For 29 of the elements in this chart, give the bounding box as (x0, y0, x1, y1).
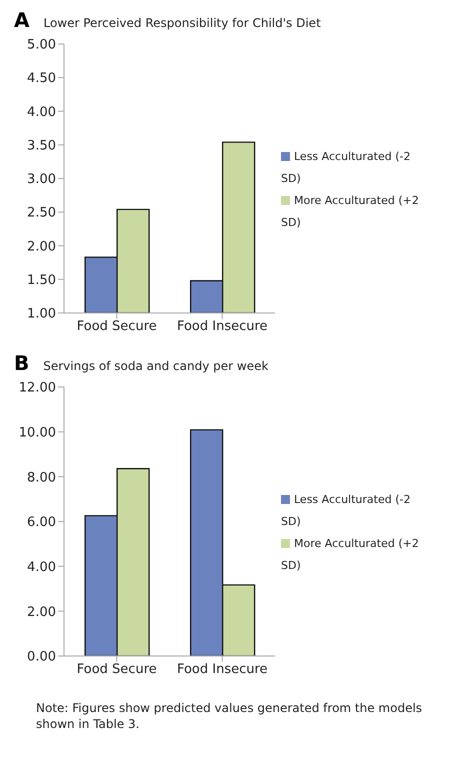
y-tick-label: 10.00 (18, 425, 56, 440)
chart-title: B (14, 351, 30, 375)
text: Note: Figures show predicted values generated from the models shown in Table 3. (36, 700, 424, 732)
x-tick-label: Food Secure (76, 319, 157, 334)
y-tick-label: 3.50 (27, 138, 56, 154)
chart-subtitle: Lower Perceived Responsibility for Child's Diet (43, 16, 321, 30)
y-tick-label: 1.00 (27, 306, 56, 322)
chart-subtitle: Servings of soda and candy per week (43, 359, 268, 373)
y-tick-label: 5.00 (27, 38, 56, 53)
legend-label: More Acculturated (+2 SD) (281, 194, 419, 228)
y-tick-label: 2.00 (27, 604, 56, 620)
y-tick-label: 2.50 (27, 206, 56, 221)
x-tick-label: Food Secure (76, 662, 157, 678)
y-tick-label: 4.00 (27, 560, 56, 575)
y-tick-label: 12.00 (18, 380, 56, 396)
x-tick-label: Food Insecure (176, 319, 268, 334)
y-tick-label: 3.00 (27, 172, 56, 188)
y-tick-label: 2.00 (27, 239, 56, 254)
legend-label: More Acculturated (+2 SD) (281, 536, 419, 572)
y-tick-label: 4.00 (27, 104, 56, 120)
y-tick-label: 1.50 (27, 272, 56, 288)
legend-label: Less Acculturated (-2 SD) (281, 150, 410, 184)
y-tick-label: 6.00 (27, 515, 56, 530)
y-tick-label: 0.00 (27, 650, 56, 665)
y-tick-label: 4.50 (27, 71, 56, 86)
x-tick-label: Food Insecure (176, 662, 268, 678)
legend-label: Less Acculturated (-2 SD) (281, 492, 410, 528)
y-tick-label: 8.00 (27, 470, 56, 486)
chart-title: A (14, 8, 30, 32)
